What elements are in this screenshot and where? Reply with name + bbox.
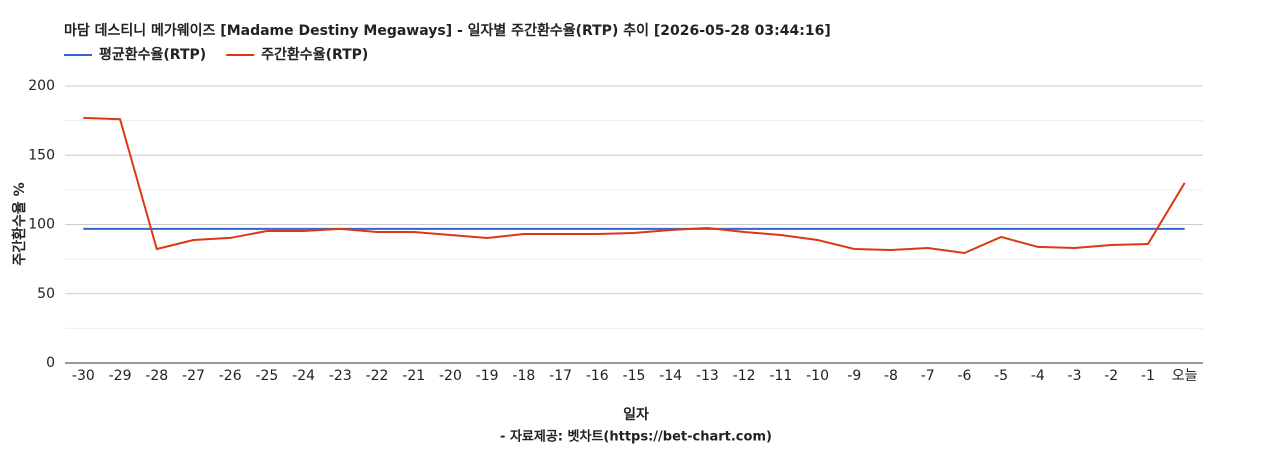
x-tick-label: -30	[72, 368, 95, 384]
x-tick-label: -4	[1031, 368, 1045, 384]
x-tick-label: -21	[402, 368, 425, 384]
legend-label: 주간환수율(RTP)	[261, 46, 368, 63]
legend-label: 평균환수율(RTP)	[99, 46, 206, 63]
x-tick-label: -3	[1068, 368, 1082, 384]
x-tick-label: -20	[439, 368, 462, 384]
x-tick-label: -2	[1104, 368, 1118, 384]
x-tick-label: -7	[921, 368, 935, 384]
x-tick-label: -13	[696, 368, 719, 384]
x-tick-label: -5	[994, 368, 1008, 384]
x-tick-label: -23	[329, 368, 352, 384]
x-tick-label: -28	[145, 368, 168, 384]
y-tick-label: 200	[28, 78, 55, 94]
x-tick-label: -18	[512, 368, 535, 384]
y-tick-label: 150	[28, 147, 55, 163]
x-tick-label: -29	[109, 368, 132, 384]
x-tick-label: -26	[219, 368, 242, 384]
x-tick-label: -8	[884, 368, 898, 384]
x-tick-label: 오늘	[1172, 368, 1198, 384]
x-tick-label: -10	[806, 368, 829, 384]
x-tick-label: -24	[292, 368, 315, 384]
x-tick-label: -9	[847, 368, 861, 384]
x-tick-label: -16	[586, 368, 609, 384]
x-tick-label: -19	[476, 368, 499, 384]
x-tick-label: -1	[1141, 368, 1155, 384]
source-note: - 자료제공: 벳차트(https://bet-chart.com)	[500, 429, 772, 445]
x-tick-label: -6	[957, 368, 971, 384]
y-tick-label: 100	[28, 217, 55, 233]
series-line	[83, 116, 1186, 255]
x-tick-label: -14	[659, 368, 682, 384]
y-tick-label: 50	[37, 286, 55, 302]
x-tick-label: -27	[182, 368, 205, 384]
x-tick-label: -17	[549, 368, 572, 384]
chart-title: 마담 데스티니 메가웨이즈 [Madame Destiny Megaways] …	[64, 22, 831, 39]
x-tick-label: -12	[733, 368, 756, 384]
x-axis-label: 일자	[623, 407, 649, 423]
y-axis-label: 주간환수율 %	[11, 182, 28, 265]
x-tick-label: -11	[769, 368, 792, 384]
x-tick-label: -15	[623, 368, 646, 384]
x-tick-label: -25	[255, 368, 278, 384]
y-tick-label: 0	[46, 355, 55, 371]
x-tick-label: -22	[366, 368, 389, 384]
